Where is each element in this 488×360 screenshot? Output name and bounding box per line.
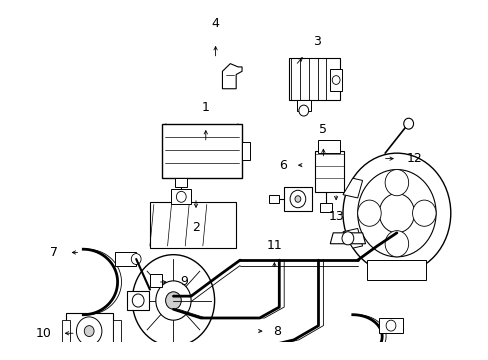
Circle shape [294, 196, 300, 202]
Circle shape [84, 326, 94, 337]
Circle shape [331, 76, 339, 84]
Bar [65, 312, 112, 351]
Circle shape [298, 105, 308, 116]
Bar [171, 189, 191, 204]
Circle shape [385, 170, 408, 196]
Text: 11: 11 [266, 239, 282, 252]
Bar [150, 202, 236, 248]
Bar [379, 318, 402, 333]
Bar [162, 124, 242, 178]
Circle shape [156, 281, 191, 320]
Text: 4: 4 [211, 17, 219, 30]
Circle shape [76, 317, 102, 345]
Text: 10: 10 [36, 327, 52, 340]
Text: 6: 6 [279, 159, 286, 172]
Polygon shape [342, 229, 362, 248]
Circle shape [165, 292, 181, 309]
Circle shape [357, 200, 381, 226]
Bar [284, 187, 311, 211]
Polygon shape [342, 178, 362, 198]
Bar [288, 58, 339, 100]
Bar [112, 320, 120, 344]
Circle shape [341, 232, 353, 245]
Circle shape [176, 192, 186, 202]
Bar [314, 151, 343, 193]
Text: 3: 3 [312, 35, 320, 48]
Circle shape [131, 253, 141, 265]
Circle shape [289, 190, 305, 208]
Bar [269, 195, 279, 203]
Bar [367, 260, 426, 280]
Bar [61, 320, 69, 344]
Text: 7: 7 [50, 246, 58, 259]
Bar [329, 69, 341, 91]
Text: 1: 1 [202, 101, 209, 114]
Bar [127, 291, 149, 310]
Text: 12: 12 [406, 152, 422, 165]
Text: 5: 5 [319, 123, 327, 136]
Text: 8: 8 [273, 325, 281, 338]
Text: 2: 2 [192, 221, 200, 234]
Circle shape [132, 255, 214, 346]
Circle shape [403, 118, 413, 129]
Circle shape [132, 294, 144, 307]
Bar [175, 178, 187, 187]
Text: 9: 9 [180, 275, 188, 288]
Circle shape [412, 200, 435, 226]
Text: 13: 13 [327, 210, 343, 223]
Bar [318, 140, 339, 153]
Polygon shape [222, 64, 242, 89]
Polygon shape [329, 233, 365, 244]
Circle shape [385, 231, 408, 257]
Bar [320, 203, 331, 212]
Bar [150, 274, 162, 287]
Bar [114, 252, 136, 266]
Circle shape [379, 194, 414, 233]
Circle shape [342, 153, 450, 273]
Circle shape [386, 320, 395, 331]
Circle shape [357, 170, 435, 257]
Bar [296, 100, 310, 111]
Bar [242, 142, 249, 160]
